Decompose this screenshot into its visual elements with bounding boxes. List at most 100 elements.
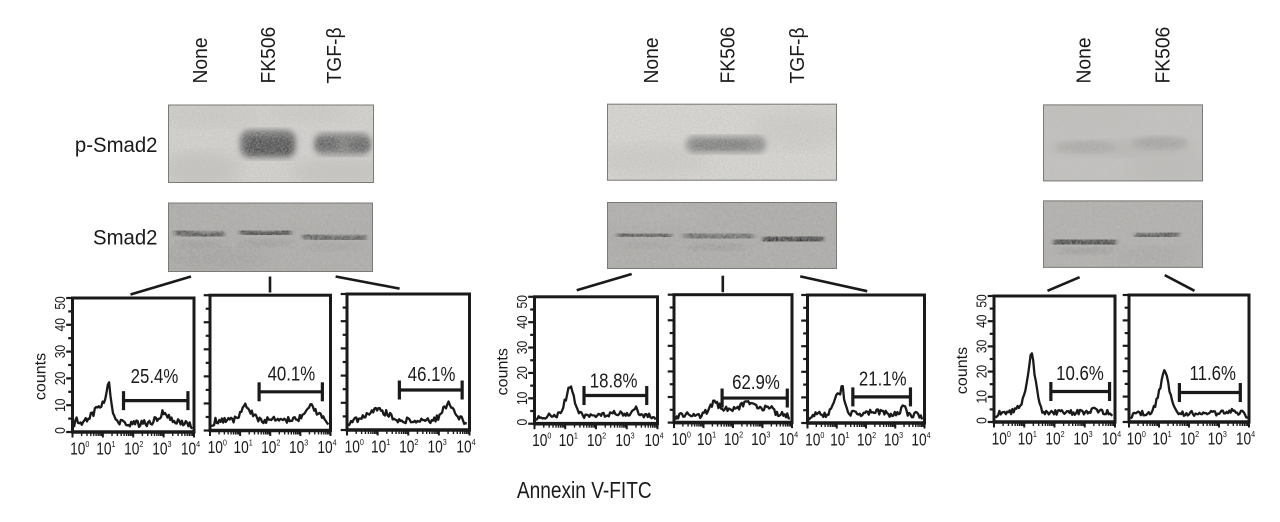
svg-text:10: 10 — [181, 440, 197, 459]
svg-text:10: 10 — [724, 431, 740, 450]
svg-text:TGF-β: TGF-β — [324, 27, 347, 83]
svg-text:10: 10 — [1073, 430, 1089, 449]
svg-text:10: 10 — [805, 431, 821, 450]
svg-text:10: 10 — [587, 432, 603, 451]
svg-text:25.4%: 25.4% — [131, 364, 179, 387]
svg-text:10: 10 — [124, 440, 140, 459]
svg-text:10: 10 — [532, 432, 548, 451]
svg-text:2: 2 — [872, 430, 876, 440]
svg-text:0: 0 — [85, 439, 90, 449]
svg-text:50: 50 — [974, 294, 990, 307]
svg-text:40: 40 — [52, 318, 68, 331]
svg-text:3: 3 — [168, 439, 173, 449]
svg-text:62.9%: 62.9% — [732, 370, 780, 393]
svg-text:10: 10 — [345, 438, 361, 457]
svg-text:10: 10 — [1102, 430, 1118, 449]
svg-text:10: 10 — [456, 438, 472, 457]
svg-text:None: None — [189, 37, 212, 83]
svg-text:0: 0 — [1007, 429, 1012, 439]
svg-text:3: 3 — [1089, 429, 1094, 439]
svg-text:FK506: FK506 — [717, 27, 740, 84]
svg-text:2: 2 — [276, 438, 280, 448]
svg-text:1: 1 — [712, 430, 716, 440]
svg-text:10: 10 — [428, 438, 444, 457]
svg-text:40: 40 — [974, 315, 990, 328]
svg-text:TGF-β: TGF-β — [786, 27, 809, 83]
svg-text:10.6%: 10.6% — [1056, 361, 1104, 384]
svg-text:10: 10 — [96, 440, 112, 459]
svg-text:10: 10 — [1045, 430, 1061, 449]
svg-text:1: 1 — [1168, 429, 1172, 439]
svg-text:10: 10 — [559, 432, 575, 451]
svg-text:10: 10 — [152, 440, 168, 459]
svg-text:1: 1 — [845, 430, 849, 440]
svg-text:Smad2: Smad2 — [93, 226, 157, 249]
svg-text:10: 10 — [615, 432, 631, 451]
svg-text:2: 2 — [739, 430, 743, 440]
svg-text:4: 4 — [927, 430, 932, 440]
svg-text:10: 10 — [52, 399, 68, 412]
svg-text:10: 10 — [1152, 430, 1168, 449]
svg-text:30: 30 — [974, 340, 990, 353]
svg-text:2: 2 — [602, 431, 606, 441]
svg-text:10: 10 — [672, 431, 688, 450]
svg-text:None: None — [641, 37, 664, 83]
svg-text:10: 10 — [911, 431, 927, 450]
svg-text:1: 1 — [1033, 429, 1037, 439]
svg-text:3: 3 — [631, 431, 636, 441]
svg-text:10: 10 — [974, 390, 990, 403]
svg-text:10: 10 — [830, 431, 846, 450]
svg-text:50: 50 — [52, 296, 68, 309]
svg-text:counts: counts — [32, 353, 49, 400]
svg-text:counts: counts — [494, 348, 511, 395]
svg-text:0: 0 — [360, 437, 365, 447]
svg-text:4: 4 — [196, 439, 201, 449]
svg-text:10: 10 — [1236, 430, 1252, 449]
svg-text:3: 3 — [1223, 429, 1228, 439]
svg-text:2: 2 — [414, 437, 418, 447]
svg-text:counts: counts — [954, 347, 971, 394]
svg-text:None: None — [1073, 37, 1096, 83]
svg-text:4: 4 — [333, 438, 338, 448]
svg-text:10: 10 — [857, 431, 873, 450]
svg-text:0: 0 — [514, 419, 530, 426]
svg-text:10: 10 — [371, 438, 387, 457]
svg-text:20: 20 — [974, 365, 990, 378]
svg-text:0: 0 — [974, 417, 990, 424]
svg-text:1: 1 — [574, 431, 578, 441]
svg-text:10: 10 — [697, 431, 713, 450]
svg-text:10: 10 — [1180, 430, 1196, 449]
svg-text:0: 0 — [687, 430, 692, 440]
svg-text:4: 4 — [794, 430, 799, 440]
svg-text:10: 10 — [289, 439, 305, 458]
svg-text:4: 4 — [1117, 429, 1122, 439]
svg-text:10: 10 — [70, 440, 86, 459]
svg-text:10: 10 — [884, 431, 900, 450]
svg-text:30: 30 — [514, 341, 530, 354]
svg-text:Annexin V-FITC: Annexin V-FITC — [517, 477, 652, 503]
svg-text:10: 10 — [261, 439, 277, 458]
svg-text:10: 10 — [514, 392, 530, 405]
svg-text:10: 10 — [992, 430, 1008, 449]
svg-text:0: 0 — [1142, 429, 1147, 439]
svg-text:10: 10 — [1208, 430, 1224, 449]
svg-text:0: 0 — [223, 438, 228, 448]
svg-text:40.1%: 40.1% — [268, 362, 316, 385]
svg-text:4: 4 — [472, 437, 477, 447]
svg-text:10: 10 — [233, 439, 249, 458]
svg-text:3: 3 — [304, 438, 309, 448]
svg-text:4: 4 — [660, 431, 665, 441]
svg-text:FK506: FK506 — [257, 27, 280, 84]
svg-text:21.1%: 21.1% — [859, 367, 907, 390]
svg-text:0: 0 — [547, 431, 552, 441]
svg-text:0: 0 — [820, 430, 825, 440]
svg-text:11.6%: 11.6% — [1190, 361, 1236, 384]
svg-text:10: 10 — [1018, 430, 1034, 449]
svg-text:10: 10 — [317, 439, 333, 458]
svg-text:1: 1 — [386, 437, 390, 447]
svg-text:2: 2 — [139, 439, 143, 449]
svg-text:4: 4 — [1251, 429, 1256, 439]
svg-text:3: 3 — [443, 437, 448, 447]
svg-text:1: 1 — [111, 439, 115, 449]
svg-text:20: 20 — [52, 372, 68, 385]
